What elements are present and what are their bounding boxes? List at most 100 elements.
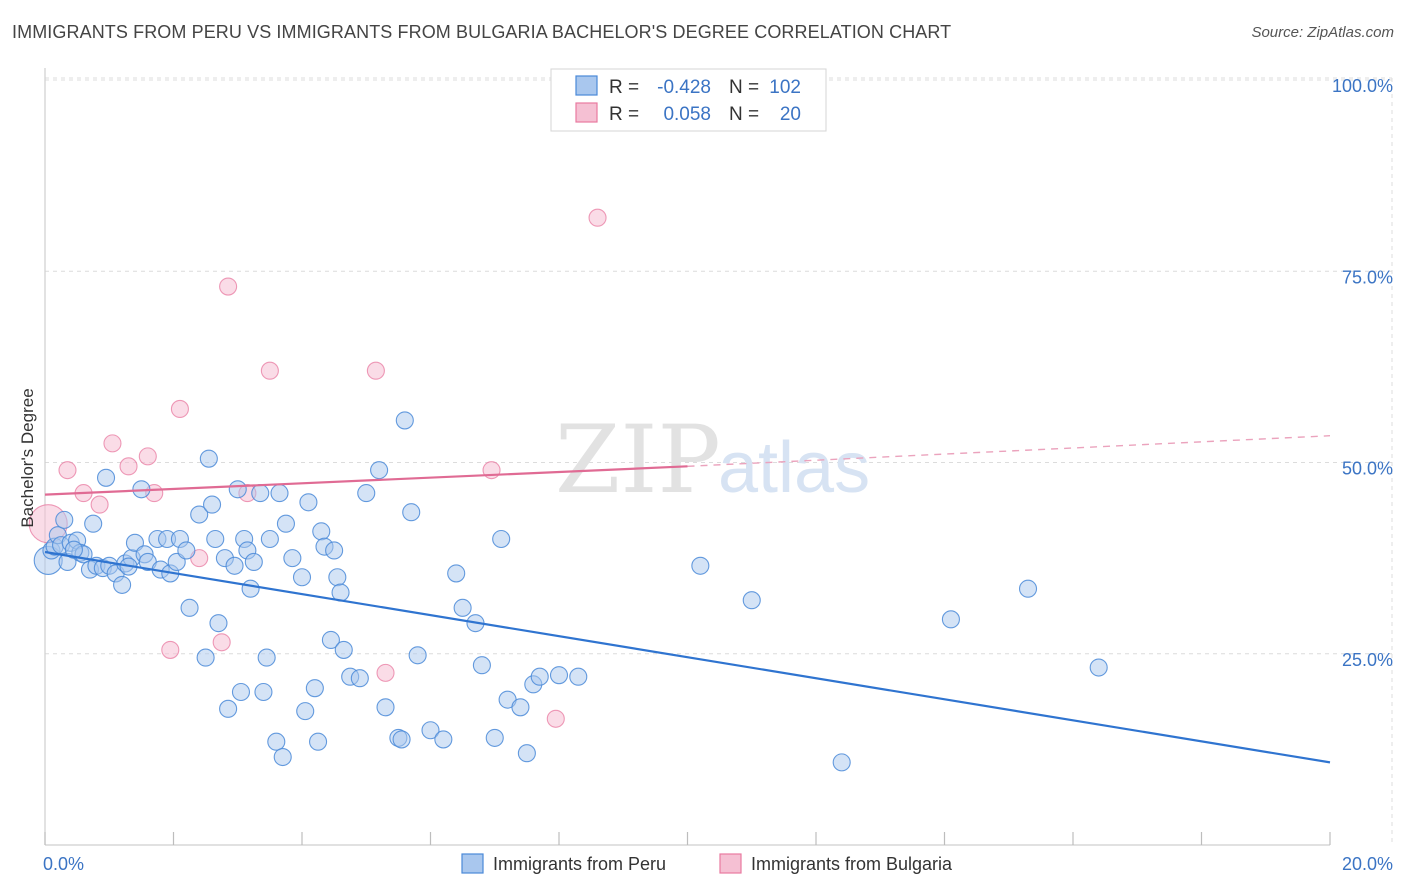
peru-point	[219, 699, 238, 718]
peru-point	[84, 514, 103, 533]
bulgaria-points	[28, 208, 607, 728]
bulgaria-point	[170, 399, 189, 419]
axes	[44, 68, 1331, 846]
peru-point	[325, 541, 344, 560]
peru-point	[549, 666, 569, 685]
legend-peru-n-label: N =	[729, 77, 759, 98]
y-tick-label-100: 100.0%	[1332, 76, 1393, 96]
peru-point	[196, 648, 215, 667]
legend-bulgaria-n-value: 20	[780, 104, 801, 125]
peru-point	[113, 575, 132, 594]
peru-point	[472, 656, 491, 675]
peru-point	[241, 579, 260, 598]
legend-bulgaria-r-label: R =	[609, 104, 639, 125]
bulgaria-point	[161, 640, 180, 659]
y-axis-label: Bachelor's Degree	[18, 388, 37, 527]
peru-point	[485, 728, 504, 747]
peru-point	[357, 484, 376, 503]
chart-title: IMMIGRANTS FROM PERU VS IMMIGRANTS FROM …	[12, 22, 952, 42]
tick-labels: 25.0% 50.0% 75.0% 100.0% 0.0% 20.0%	[43, 76, 1393, 874]
peru-point	[299, 493, 318, 512]
bulgaria-point	[546, 709, 565, 728]
peru-point	[225, 556, 244, 575]
y-tick-label-50: 50.0%	[1342, 459, 1393, 479]
bulgaria-point	[212, 633, 231, 652]
bulgaria-point	[58, 461, 77, 480]
bulgaria-point	[138, 447, 157, 466]
watermark-atlas: atlas	[718, 428, 870, 508]
bulgaria-trend-extension	[687, 435, 1331, 468]
peru-point	[376, 698, 395, 717]
legend-swatch-bulgaria	[575, 102, 598, 123]
bottom-legend-label-peru: Immigrants from Peru	[493, 854, 666, 874]
peru-point	[492, 529, 511, 549]
bulgaria-point	[588, 208, 607, 227]
peru-point	[199, 449, 218, 468]
legend-peru-r-value: -0.428	[657, 77, 711, 98]
peru-point	[267, 732, 286, 751]
peru-point	[742, 591, 761, 610]
peru-point	[395, 411, 414, 430]
y-tick-label-25: 25.0%	[1342, 650, 1393, 670]
peru-point	[309, 732, 328, 751]
peru-point	[321, 630, 340, 650]
bulgaria-point	[260, 361, 279, 380]
bulgaria-point	[219, 277, 238, 296]
peru-point	[421, 721, 440, 740]
peru-point	[328, 568, 347, 587]
legend-peru-n-value: 102	[769, 77, 801, 98]
peru-point	[941, 610, 960, 629]
peru-point	[254, 682, 273, 702]
peru-point	[244, 552, 263, 572]
peru-point	[453, 598, 472, 617]
peru-point	[206, 529, 225, 549]
peru-point	[312, 522, 331, 541]
peru-point	[296, 702, 315, 721]
peru-point	[392, 730, 411, 749]
peru-trend-line	[44, 550, 1331, 764]
peru-point	[408, 646, 427, 665]
peru-point	[511, 698, 530, 717]
bulgaria-point	[376, 663, 395, 682]
peru-point	[1089, 658, 1108, 677]
bulgaria-point	[366, 361, 385, 380]
peru-point	[231, 682, 251, 702]
peru-point	[691, 556, 710, 575]
peru-point	[270, 484, 289, 503]
peru-point	[402, 503, 421, 522]
bottom-legend-swatch-peru	[461, 853, 484, 874]
peru-point	[203, 495, 222, 514]
peru-point	[530, 667, 549, 686]
y-tick-label-75: 75.0%	[1342, 267, 1393, 287]
legend-peru-r-label: R =	[609, 77, 639, 98]
peru-point	[260, 529, 279, 549]
top-legend: R = -0.428 N = 102 R = 0.058 N = 20	[550, 68, 827, 132]
peru-point	[209, 614, 228, 633]
legend-swatch-peru	[575, 75, 598, 96]
peru-point	[832, 753, 851, 772]
peru-point	[350, 669, 369, 688]
bulgaria-point	[90, 495, 109, 514]
legend-bulgaria-n-label: N =	[729, 104, 759, 125]
peru-point	[283, 549, 302, 568]
peru-point	[292, 568, 312, 587]
peru-point	[434, 730, 453, 749]
peru-point	[569, 667, 588, 686]
peru-point	[1018, 579, 1038, 598]
peru-point	[257, 648, 276, 667]
peru-point	[55, 510, 74, 529]
peru-point	[190, 505, 209, 524]
bulgaria-point	[103, 434, 122, 453]
source-credit: Source: ZipAtlas.com	[1251, 24, 1394, 41]
peru-point	[447, 564, 466, 583]
peru-point	[273, 747, 292, 767]
peru-point	[276, 514, 295, 533]
bulgaria-point	[119, 457, 138, 476]
x-tick-label-max: 20.0%	[1342, 854, 1393, 874]
bottom-legend-label-bulgaria: Immigrants from Bulgaria	[751, 854, 953, 874]
peru-point	[64, 540, 83, 559]
peru-point	[180, 598, 199, 617]
peru-point	[251, 484, 270, 503]
bulgaria-trend-line	[44, 465, 688, 496]
